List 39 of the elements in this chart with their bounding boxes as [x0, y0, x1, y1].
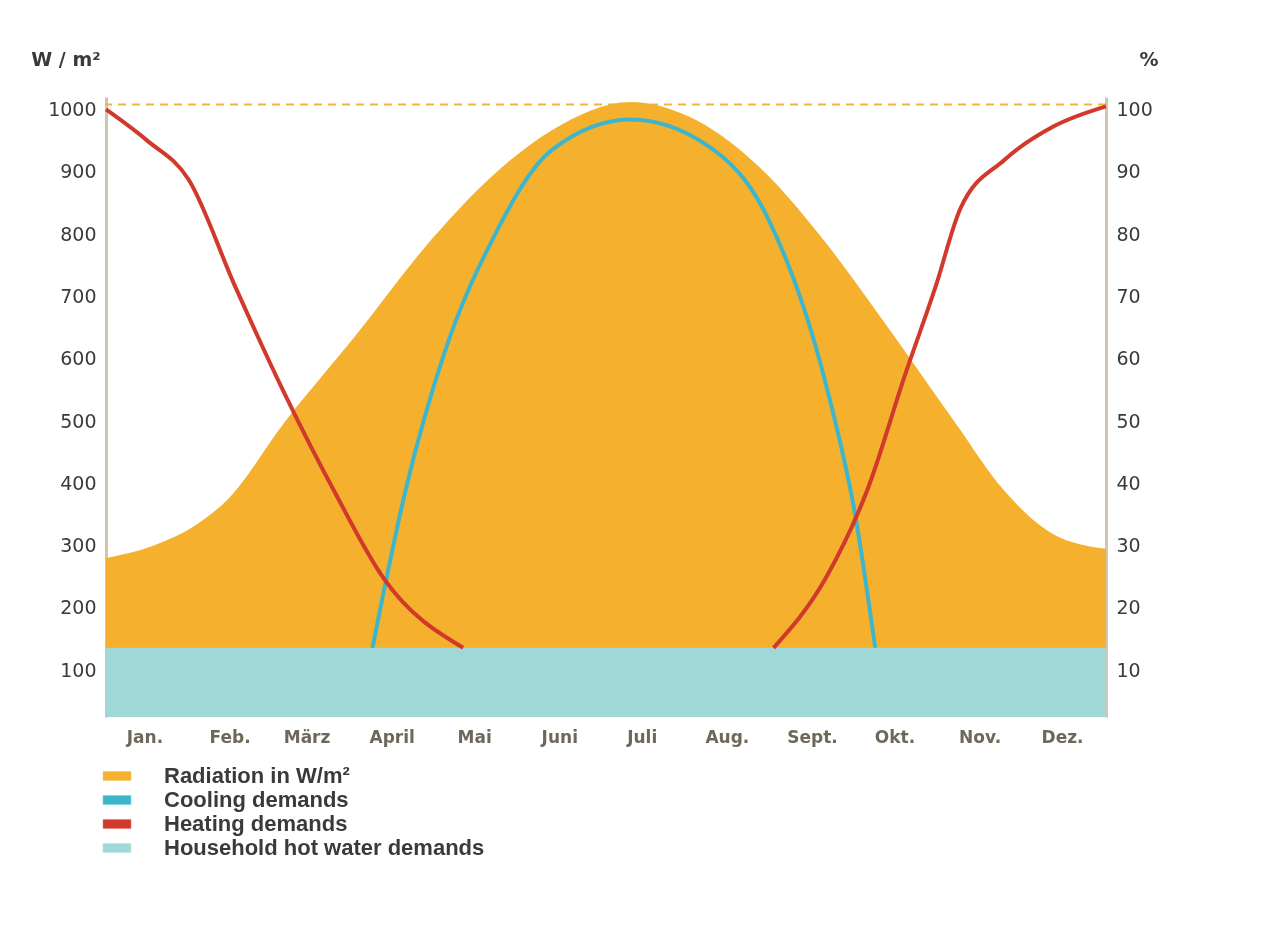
legend-label: Radiation in W/m² — [164, 763, 350, 788]
x-tick-label: Jan. — [125, 726, 164, 747]
y-axis-title: W / m² — [31, 47, 101, 70]
y-tick-label: 800 — [60, 222, 97, 245]
y2-tick-label: 20 — [1116, 596, 1141, 619]
y2-tick-label: 10 — [1116, 658, 1141, 681]
y2-tick-label: 50 — [1116, 409, 1141, 432]
y-tick-label: 400 — [60, 471, 97, 494]
y-tick-label: 600 — [60, 347, 97, 370]
y2-axis-title: % — [1139, 47, 1159, 70]
x-tick-label: Juni — [540, 726, 578, 747]
x-tick-label: April — [369, 726, 415, 747]
y2-tick-label: 70 — [1116, 284, 1141, 307]
x-tick-label: Feb. — [209, 726, 251, 747]
line-series — [370, 117, 878, 650]
y-tick-label: 700 — [60, 284, 97, 307]
y2-tick-label: 60 — [1116, 347, 1141, 370]
y-tick-label: 900 — [60, 160, 97, 183]
legend-label: Heating demands — [164, 811, 348, 836]
legend-label: Cooling demands — [164, 787, 349, 812]
x-tick-label: Mai — [457, 726, 492, 747]
legend-label: Household hot water demands — [164, 835, 485, 860]
x-tick-label: Aug. — [705, 726, 750, 747]
x-tick-label: Sept. — [787, 726, 838, 747]
y2-tick-label: 30 — [1116, 534, 1141, 557]
y-tick-label: 200 — [60, 596, 97, 619]
x-tick-label: Okt. — [874, 726, 916, 747]
y2-tick-label: 100 — [1116, 97, 1153, 120]
x-tick-label: März — [283, 726, 331, 747]
y2-tick-label: 40 — [1116, 471, 1141, 494]
y-tick-label: 300 — [60, 534, 97, 557]
y-tick-label: 100 — [60, 658, 97, 681]
y-tick-label: 500 — [60, 409, 97, 432]
x-tick-label: Nov. — [959, 726, 1002, 747]
x-tick-label: Dez. — [1041, 726, 1084, 747]
y-tick-label: 1000 — [48, 97, 97, 120]
y2-tick-label: 80 — [1116, 222, 1141, 245]
x-tick-label: Juli — [626, 726, 658, 747]
y2-tick-label: 90 — [1116, 160, 1141, 183]
